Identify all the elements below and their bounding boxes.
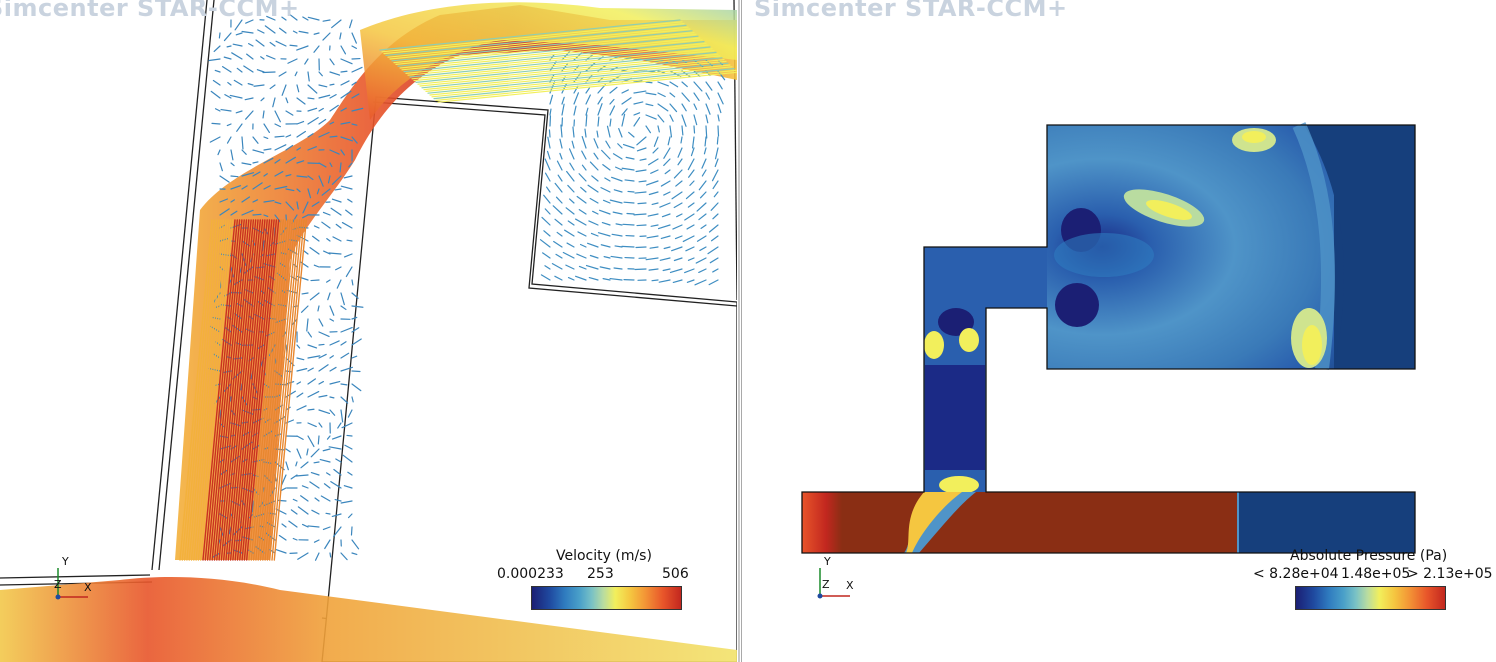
velocity-viewport[interactable]: Simcenter STAR-CCM+ Y Z X Velocity (m/s)… bbox=[0, 0, 737, 662]
legend-min: 0.000233 bbox=[497, 566, 564, 582]
pressure-field bbox=[802, 122, 1415, 553]
legend-title: Absolute Pressure (Pa) bbox=[1290, 548, 1448, 564]
axis-z-label: Z bbox=[54, 578, 62, 591]
pressure-contour-scene bbox=[801, 122, 1416, 599]
viewport-divider[interactable] bbox=[738, 0, 740, 662]
velocity-vector-scene bbox=[0, 0, 737, 662]
pressure-colorbar bbox=[1295, 586, 1446, 610]
axis-y-label: Y bbox=[824, 555, 831, 568]
app-watermark: Simcenter STAR-CCM+ bbox=[0, 0, 300, 22]
axis-triad bbox=[55, 568, 88, 600]
axis-triad bbox=[817, 568, 850, 599]
legend-mid: 253 bbox=[587, 566, 614, 582]
legend-min: < 8.28e+04 bbox=[1253, 566, 1339, 582]
axis-z-label: Z bbox=[822, 578, 830, 591]
legend-max: 506 bbox=[662, 566, 689, 582]
viewport-divider-edge bbox=[741, 0, 742, 662]
app-watermark: Simcenter STAR-CCM+ bbox=[754, 0, 1068, 22]
vector-field bbox=[179, 13, 737, 561]
axis-x-label: X bbox=[84, 581, 92, 594]
legend-title: Velocity (m/s) bbox=[556, 548, 652, 564]
axis-x-label: X bbox=[846, 579, 854, 592]
legend-max: > 2.13e+05 bbox=[1407, 566, 1493, 582]
velocity-colorbar bbox=[531, 586, 682, 610]
axis-y-label: Y bbox=[62, 555, 69, 568]
legend-mid: 1.48e+05 bbox=[1341, 566, 1411, 582]
pressure-viewport[interactable]: Simcenter STAR-CCM+ Y Z X Absolute Press… bbox=[744, 0, 1496, 662]
domain-outline bbox=[801, 124, 1416, 554]
